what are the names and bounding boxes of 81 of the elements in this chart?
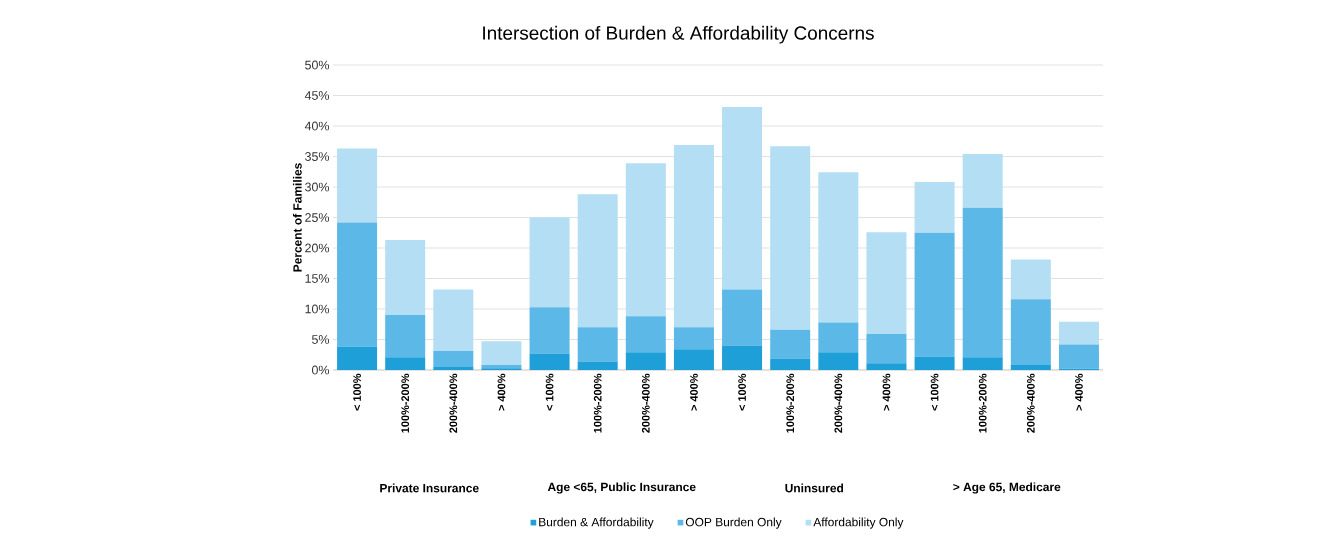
bar bbox=[337, 148, 378, 223]
x-tick-label: 100%-200% bbox=[786, 373, 795, 433]
y-tick-label: 30% bbox=[305, 182, 330, 192]
bar bbox=[529, 217, 570, 308]
bar bbox=[529, 353, 570, 370]
bar bbox=[962, 207, 1003, 358]
bar bbox=[770, 146, 811, 330]
legend-label: Burden & Affordability bbox=[539, 517, 654, 529]
y-tick-label: 10% bbox=[305, 304, 330, 314]
x-tick-label: 100%-200% bbox=[401, 373, 410, 433]
bar bbox=[625, 316, 666, 353]
x-tick-label: 100%-200% bbox=[593, 373, 602, 433]
y-tick-label: 25% bbox=[305, 213, 330, 222]
bar bbox=[385, 357, 426, 370]
bar bbox=[433, 351, 474, 367]
x-tick-label: < 100% bbox=[930, 373, 939, 411]
y-tick-label: 35% bbox=[305, 152, 330, 161]
bar bbox=[722, 345, 763, 370]
bar bbox=[673, 144, 714, 328]
bar bbox=[577, 194, 618, 328]
bar bbox=[337, 222, 378, 347]
text: Uninsured bbox=[785, 483, 844, 493]
y-tick-label: 5% bbox=[311, 335, 330, 344]
x-tick-label: 200%-400% bbox=[1026, 373, 1035, 433]
y-tick-label: 40% bbox=[304, 121, 330, 131]
bar bbox=[577, 327, 618, 362]
bar bbox=[1058, 321, 1099, 345]
text: Private Insurance bbox=[380, 483, 479, 493]
bar bbox=[770, 358, 811, 370]
bar bbox=[1010, 365, 1051, 370]
x-tick-label: 200%-400% bbox=[449, 373, 458, 433]
x-tick-label: 200%-400% bbox=[641, 373, 650, 433]
bar bbox=[914, 232, 955, 357]
bar bbox=[770, 329, 811, 359]
bar bbox=[866, 363, 907, 370]
bar bbox=[577, 361, 618, 370]
chart-title: Intersection of Burden & Affordability Concerns bbox=[483, 25, 874, 44]
bar bbox=[481, 341, 522, 366]
y-tick-label: 15% bbox=[305, 274, 330, 283]
bar bbox=[1010, 299, 1051, 366]
text: > Age 65, Medicare bbox=[953, 482, 1061, 494]
y-axis-title: Percent of Families bbox=[292, 163, 302, 272]
bar bbox=[385, 240, 426, 316]
bar bbox=[866, 232, 907, 335]
bar bbox=[625, 163, 666, 317]
bar bbox=[914, 356, 955, 370]
bar bbox=[385, 315, 426, 358]
y-tick-label: 20% bbox=[305, 243, 330, 253]
bar bbox=[673, 349, 714, 370]
bar bbox=[818, 322, 859, 353]
bar bbox=[962, 357, 1003, 370]
y-tick-label: 0% bbox=[311, 365, 330, 375]
bar bbox=[1058, 344, 1099, 369]
x-tick-label: < 100% bbox=[738, 373, 746, 411]
bar bbox=[1010, 259, 1051, 300]
bar bbox=[433, 366, 474, 370]
x-tick-label: 200%-400% bbox=[834, 373, 843, 433]
x-tick-label: < 100% bbox=[353, 373, 361, 411]
y-tick-label: 50% bbox=[305, 60, 330, 70]
legend-label: OOP Burden Only bbox=[685, 517, 782, 529]
bar bbox=[818, 352, 859, 370]
bar bbox=[818, 172, 859, 323]
y-tick-label: 45% bbox=[304, 91, 330, 100]
bar bbox=[722, 289, 763, 346]
text: Age <65, Public Insurance bbox=[547, 482, 696, 494]
x-tick-label: 100%-200% bbox=[978, 373, 987, 433]
x-tick-label: > 400% bbox=[497, 373, 506, 411]
x-tick-label: > 400% bbox=[1075, 373, 1083, 411]
bar bbox=[914, 182, 955, 233]
x-tick-label: < 100% bbox=[545, 373, 554, 411]
legend-label: Affordability Only bbox=[813, 517, 904, 529]
x-tick-label: > 400% bbox=[882, 373, 891, 411]
x-tick-label: > 400% bbox=[690, 373, 698, 411]
bar bbox=[866, 334, 907, 364]
bar bbox=[337, 346, 378, 370]
bar bbox=[673, 327, 714, 350]
bar bbox=[722, 107, 763, 290]
bar bbox=[529, 307, 570, 354]
bar bbox=[625, 352, 666, 370]
bar bbox=[433, 289, 474, 352]
bar bbox=[962, 154, 1003, 208]
